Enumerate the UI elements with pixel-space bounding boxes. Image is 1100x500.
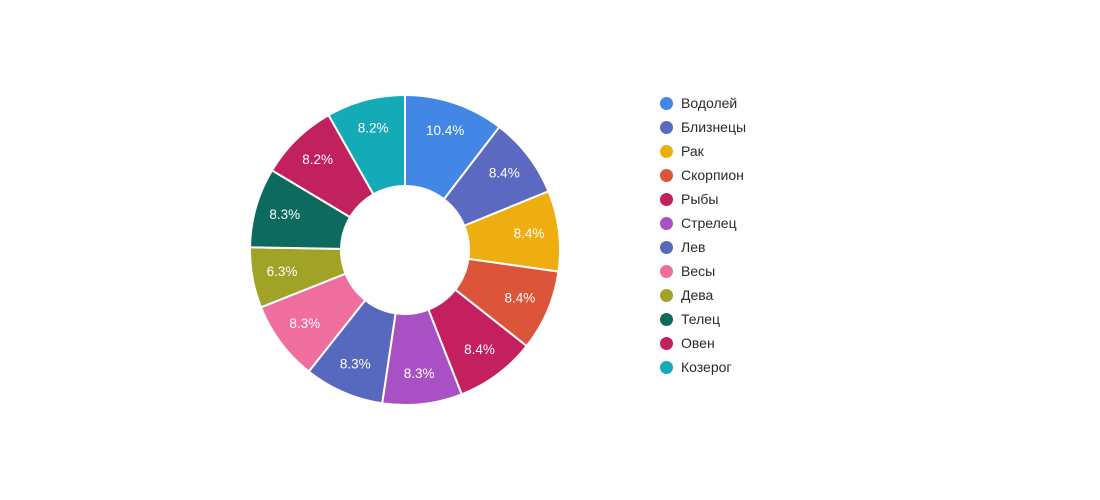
slice-label: 8.4% bbox=[514, 226, 545, 241]
legend-item-1[interactable]: Близнецы bbox=[660, 115, 746, 139]
slice-label: 6.3% bbox=[267, 264, 298, 279]
legend-label: Овен bbox=[681, 335, 715, 351]
legend-item-6[interactable]: Лев bbox=[660, 235, 746, 259]
legend-swatch-icon bbox=[660, 192, 673, 206]
legend-swatch-icon bbox=[660, 144, 673, 158]
slice-label: 8.4% bbox=[489, 166, 520, 181]
pie-slice-11[interactable] bbox=[327, 94, 406, 196]
legend-item-9[interactable]: Телец bbox=[660, 307, 746, 331]
slice-label: 8.3% bbox=[404, 366, 435, 381]
legend-swatch-icon bbox=[660, 168, 673, 182]
legend-item-4[interactable]: Рыбы bbox=[660, 187, 746, 211]
legend-label: Дева bbox=[681, 287, 714, 303]
legend-swatch-icon bbox=[660, 264, 673, 278]
legend-swatch-icon bbox=[660, 288, 673, 302]
legend-swatch-icon bbox=[660, 120, 673, 134]
legend-swatch-icon bbox=[660, 240, 673, 254]
legend-label: Козерог bbox=[681, 359, 732, 375]
legend-item-3[interactable]: Скорпион bbox=[660, 163, 746, 187]
legend-item-8[interactable]: Дева bbox=[660, 283, 746, 307]
legend-label: Лев bbox=[681, 239, 706, 255]
legend-label: Скорпион bbox=[681, 167, 744, 183]
legend-swatch-icon bbox=[660, 312, 673, 326]
legend-label: Близнецы bbox=[681, 119, 747, 135]
legend-swatch-icon bbox=[660, 216, 673, 230]
legend-label: Весы bbox=[681, 263, 716, 279]
legend-item-2[interactable]: Рак bbox=[660, 139, 746, 163]
legend-label: Рак bbox=[681, 143, 704, 159]
slice-label: 8.3% bbox=[289, 316, 320, 331]
legend-item-0[interactable]: Водолей bbox=[660, 91, 746, 115]
legend-swatch-icon bbox=[660, 336, 673, 350]
slice-label: 8.3% bbox=[340, 356, 371, 371]
legend: Водолей Близнецы Рак Скорпион Рыбы Стрелец Лев… bbox=[660, 91, 746, 379]
legend-item-10[interactable]: Овен bbox=[660, 331, 746, 355]
legend-item-5[interactable]: Стрелец bbox=[660, 211, 746, 235]
legend-label: Рыбы bbox=[681, 191, 719, 207]
slice-label: 8.2% bbox=[302, 152, 333, 167]
slice-label: 8.2% bbox=[358, 121, 389, 136]
legend-item-7[interactable]: Весы bbox=[660, 259, 746, 283]
slice-label: 8.3% bbox=[269, 207, 300, 222]
legend-label: Водолей bbox=[681, 95, 738, 111]
slice-label: 8.4% bbox=[505, 291, 536, 306]
slice-label: 8.4% bbox=[464, 342, 495, 357]
slice-label: 10.4% bbox=[426, 123, 464, 138]
legend-swatch-icon bbox=[660, 360, 673, 374]
legend-swatch-icon bbox=[660, 96, 673, 110]
legend-label: Стрелец bbox=[681, 215, 737, 231]
legend-label: Телец bbox=[681, 311, 721, 327]
legend-item-11[interactable]: Козерог bbox=[660, 355, 746, 379]
